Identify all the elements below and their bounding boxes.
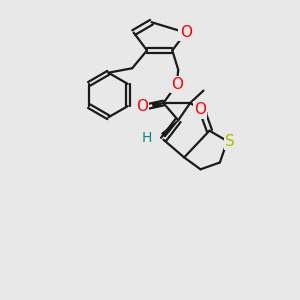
Text: S: S (225, 134, 235, 148)
Polygon shape (152, 103, 164, 108)
Text: O: O (180, 25, 192, 40)
Text: O: O (136, 99, 148, 114)
Text: O: O (194, 102, 206, 117)
Text: O: O (171, 77, 183, 92)
Polygon shape (162, 120, 178, 137)
Text: H: H (142, 131, 152, 145)
